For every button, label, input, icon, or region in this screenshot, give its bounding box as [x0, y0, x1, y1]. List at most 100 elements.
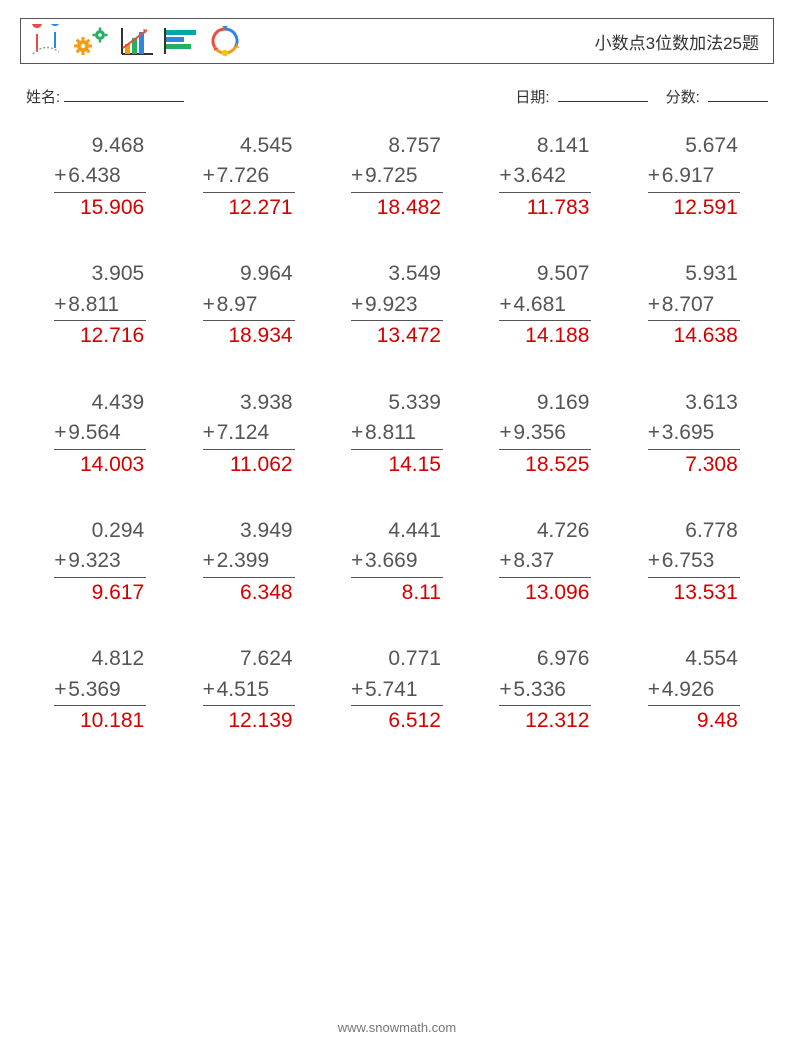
answer: 10.181: [54, 706, 146, 736]
addition-stack: 4.545+7.72612.271: [203, 131, 295, 223]
addition-stack: 6.976+5.33612.312: [499, 644, 591, 736]
addition-stack: 3.613+3.6957.308: [648, 388, 740, 480]
problem: 5.339+8.81114.15: [323, 388, 471, 480]
plus-sign: +: [648, 418, 662, 448]
plus-sign: +: [203, 161, 217, 191]
addend-top: 3.938: [203, 388, 295, 418]
answer: 13.531: [648, 578, 740, 608]
addend-bottom: +9.725: [351, 161, 443, 192]
addition-stack: 4.439+9.56414.003: [54, 388, 146, 480]
answer: 6.348: [203, 578, 295, 608]
addend-bottom: +6.917: [648, 161, 740, 192]
answer: 9.617: [54, 578, 146, 608]
date-label: 日期:: [515, 89, 549, 106]
addend-top: 3.949: [203, 516, 295, 546]
addend-top: 4.726: [499, 516, 591, 546]
header-box: 小数点3位数加法25题: [20, 18, 774, 64]
answer: 12.312: [499, 706, 591, 736]
plus-sign: +: [351, 546, 365, 576]
plus-sign: +: [648, 161, 662, 191]
addend-top: 5.339: [351, 388, 443, 418]
problem: 9.169+9.35618.525: [471, 388, 619, 480]
plus-sign: +: [54, 546, 68, 576]
answer: 14.638: [648, 321, 740, 351]
addition-stack: 0.294+9.3239.617: [54, 516, 146, 608]
addend-bottom: +3.642: [499, 161, 591, 192]
answer: 9.48: [648, 706, 740, 736]
problem: 4.812+5.36910.181: [26, 644, 174, 736]
addition-stack: 8.141+3.64211.783: [499, 131, 591, 223]
answer: 18.934: [203, 321, 295, 351]
problem: 3.905+8.81112.716: [26, 259, 174, 351]
addition-stack: 4.441+3.6698.11: [351, 516, 443, 608]
addend-top: 4.545: [203, 131, 295, 161]
problem: 3.613+3.6957.308: [620, 388, 768, 480]
problem: 4.439+9.56414.003: [26, 388, 174, 480]
addend-top: 9.468: [54, 131, 146, 161]
addition-stack: 3.949+2.3996.348: [203, 516, 295, 608]
addend-bottom: +5.741: [351, 675, 443, 706]
addend-top: 4.439: [54, 388, 146, 418]
plus-sign: +: [351, 161, 365, 191]
gears-icon: [73, 24, 113, 58]
problem: 4.545+7.72612.271: [174, 131, 322, 223]
addend-top: 8.141: [499, 131, 591, 161]
plus-sign: +: [499, 290, 513, 320]
addend-bottom: +2.399: [203, 546, 295, 577]
score-label: 分数:: [666, 89, 700, 106]
addition-stack: 3.938+7.12411.062: [203, 388, 295, 480]
addend-bottom: +7.124: [203, 418, 295, 449]
addition-stack: 9.507+4.68114.188: [499, 259, 591, 351]
plus-sign: +: [648, 675, 662, 705]
problem: 9.507+4.68114.188: [471, 259, 619, 351]
plus-sign: +: [203, 675, 217, 705]
addend-top: 6.976: [499, 644, 591, 674]
worksheet-title: 小数点3位数加法25题: [595, 29, 759, 54]
addition-stack: 9.169+9.35618.525: [499, 388, 591, 480]
addend-bottom: +3.695: [648, 418, 740, 449]
addend-top: 3.905: [54, 259, 146, 289]
answer: 7.308: [648, 450, 740, 480]
answer: 6.512: [351, 706, 443, 736]
answer: 14.188: [499, 321, 591, 351]
addend-bottom: +4.926: [648, 675, 740, 706]
header-icons: [29, 24, 245, 58]
plus-sign: +: [203, 290, 217, 320]
answer: 13.096: [499, 578, 591, 608]
addend-top: 0.771: [351, 644, 443, 674]
problem: 9.964+8.9718.934: [174, 259, 322, 351]
addition-stack: 4.726+8.3713.096: [499, 516, 591, 608]
answer: 12.591: [648, 193, 740, 223]
addition-stack: 9.468+6.43815.906: [54, 131, 146, 223]
answer: 12.716: [54, 321, 146, 351]
plus-sign: +: [351, 675, 365, 705]
addition-stack: 8.757+9.72518.482: [351, 131, 443, 223]
addend-bottom: +5.336: [499, 675, 591, 706]
addend-top: 9.169: [499, 388, 591, 418]
answer: 13.472: [351, 321, 443, 351]
answer: 11.062: [203, 450, 295, 480]
answer: 8.11: [351, 578, 443, 608]
problem: 3.938+7.12411.062: [174, 388, 322, 480]
problem: 0.294+9.3239.617: [26, 516, 174, 608]
plus-sign: +: [499, 675, 513, 705]
plus-sign: +: [54, 675, 68, 705]
addend-top: 4.554: [648, 644, 740, 674]
map-pins-icon: [29, 24, 69, 58]
addition-stack: 5.674+6.91712.591: [648, 131, 740, 223]
answer: 11.783: [499, 193, 591, 223]
addend-bottom: +8.97: [203, 290, 295, 321]
addition-stack: 3.905+8.81112.716: [54, 259, 146, 351]
plus-sign: +: [648, 290, 662, 320]
bar-chart-icon: [117, 24, 157, 58]
plus-sign: +: [54, 161, 68, 191]
cycle-icon: [205, 24, 245, 58]
answer: 15.906: [54, 193, 146, 223]
addend-bottom: +7.726: [203, 161, 295, 192]
addition-stack: 5.339+8.81114.15: [351, 388, 443, 480]
addend-top: 6.778: [648, 516, 740, 546]
answer: 14.003: [54, 450, 146, 480]
addend-bottom: +6.438: [54, 161, 146, 192]
problem: 4.726+8.3713.096: [471, 516, 619, 608]
addend-bottom: +4.681: [499, 290, 591, 321]
